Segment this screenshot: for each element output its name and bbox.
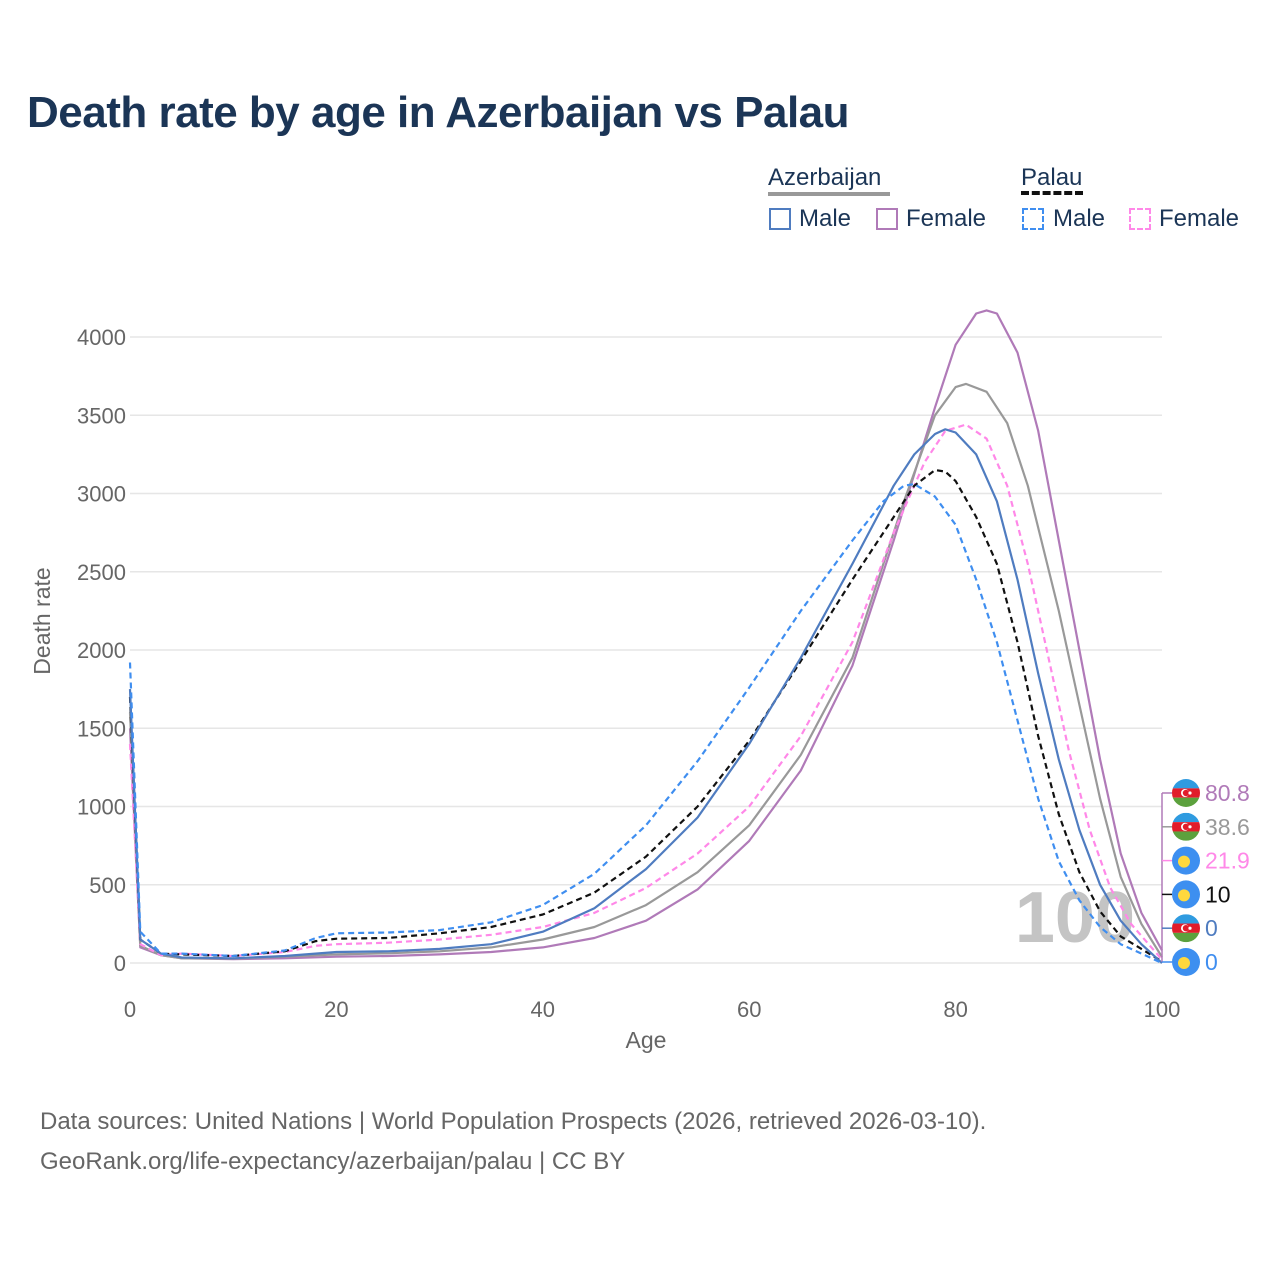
y-tick-label: 3500 — [77, 403, 126, 428]
source-text: Data sources: United Nations | World Pop… — [40, 1108, 987, 1135]
end-marker: 0 — [1162, 948, 1218, 976]
x-axis: 0 20 40 60 80 100 — [124, 997, 1180, 1022]
legend-swatch — [769, 208, 791, 230]
azerbaijan-flag-icon — [1172, 779, 1200, 807]
legend-group-azerbaijan[interactable]: Azerbaijan — [768, 164, 881, 192]
end-value-label: 38.6 — [1205, 814, 1250, 840]
x-tick-label: 60 — [737, 997, 761, 1022]
end-marker: 10 — [1162, 880, 1231, 909]
x-tick-label: 0 — [124, 997, 136, 1022]
end-value-label: 10 — [1205, 881, 1231, 907]
end-value-label: 0 — [1205, 949, 1218, 975]
series-line — [128, 428, 1163, 964]
y-tick-label: 1000 — [77, 795, 126, 820]
end-marker: 38.6 — [1162, 812, 1250, 841]
legend-label: Female — [1159, 205, 1240, 232]
series-lines — [128, 309, 1163, 965]
x-axis-label: Age — [626, 1027, 667, 1053]
source-link[interactable]: GeoRank.org/life-expectancy/azerbaijan/p… — [40, 1148, 626, 1175]
series-line — [128, 309, 1163, 961]
series-line — [128, 483, 1163, 965]
y-axis-label: Death rate — [29, 567, 55, 674]
legend-label: Female — [906, 205, 987, 232]
legend-swatch — [876, 208, 898, 230]
legend-group-label: Azerbaijan — [768, 164, 882, 191]
chart-title: Death rate by age in Azerbaijan vs Palau — [27, 88, 850, 137]
grid-lines — [130, 336, 1162, 964]
y-tick-label: 4000 — [77, 325, 126, 350]
y-axis: 0 500 1000 1500 2000 2500 3000 3500 4000 — [77, 325, 126, 976]
series-line — [128, 382, 1163, 960]
y-tick-label: 3000 — [77, 482, 126, 507]
legend-group-palau-line — [1021, 191, 1083, 195]
x-tick-label: 100 — [1144, 997, 1181, 1022]
end-value-label: 21.9 — [1205, 848, 1250, 874]
y-tick-label: 2500 — [77, 560, 126, 585]
x-tick-label: 40 — [531, 997, 555, 1022]
legend-group-label: Palau — [1021, 164, 1083, 191]
legend-swatch — [1129, 208, 1151, 230]
x-tick-label: 20 — [324, 997, 348, 1022]
end-marker: 0 — [1162, 914, 1218, 943]
end-marker: 80.8 — [1162, 779, 1250, 807]
legend-group-azerbaijan-line — [768, 192, 890, 196]
end-markers: 80.8 38.6 21.9 10 0 0 — [1161, 779, 1250, 976]
legend-group-palau[interactable]: Palau — [1021, 164, 1082, 192]
end-marker: 21.9 — [1162, 846, 1250, 875]
palau-flag-icon — [1172, 880, 1200, 909]
legend-label: Male — [799, 205, 852, 232]
end-value-label: 80.8 — [1205, 780, 1250, 806]
palau-flag-icon — [1172, 846, 1200, 875]
legend-label: Male — [1053, 205, 1106, 232]
y-tick-label: 0 — [114, 951, 126, 976]
series-line — [128, 423, 1163, 961]
end-value-label: 0 — [1205, 915, 1218, 941]
y-tick-label: 500 — [89, 873, 126, 898]
x-tick-label: 80 — [943, 997, 967, 1022]
legend-swatch — [1022, 208, 1044, 230]
azerbaijan-flag-icon — [1172, 812, 1200, 841]
azerbaijan-flag-icon — [1172, 914, 1200, 943]
y-tick-label: 1500 — [77, 716, 126, 741]
y-tick-label: 2000 — [77, 638, 126, 663]
palau-flag-icon — [1172, 948, 1200, 976]
